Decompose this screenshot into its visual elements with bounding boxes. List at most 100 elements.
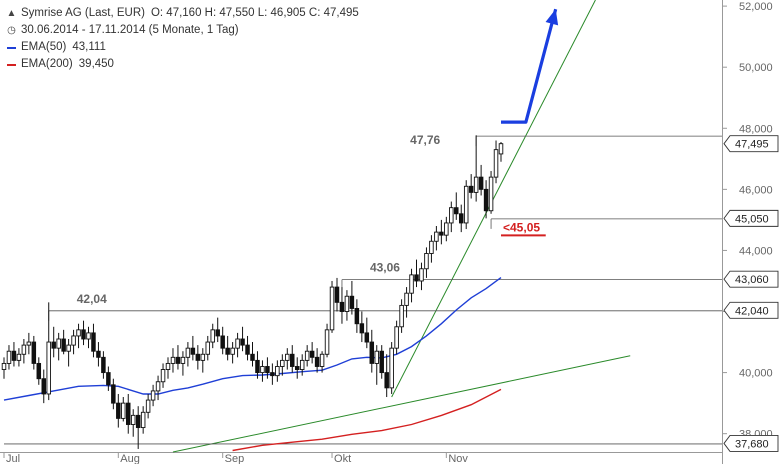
- candle-body-up: [16, 353, 22, 361]
- chart-legend: ▲ Symrise AG (Last, EUR) O: 47,160 H: 47…: [6, 5, 359, 73]
- candle-body-down: [384, 372, 389, 389]
- candle-body-down: [359, 323, 365, 334]
- candle-body-up: [409, 274, 414, 294]
- candle: [135, 406, 141, 449]
- candle-body-down: [478, 176, 484, 190]
- price-badge-label: 43,060: [735, 274, 769, 286]
- candle-body-up: [56, 338, 61, 349]
- legend-ema50-row[interactable]: EMA(50) 43,111: [6, 39, 359, 56]
- candle: [304, 345, 310, 367]
- candle-body-up: [329, 286, 335, 331]
- legend-ema200-row[interactable]: EMA(200) 39,450: [6, 56, 359, 73]
- candle-body-up: [304, 350, 310, 361]
- candle: [220, 326, 225, 355]
- candle-body-up: [205, 341, 211, 355]
- x-tick-label: Aug: [120, 453, 140, 464]
- candle: [210, 323, 215, 349]
- candle-body-down: [354, 308, 360, 325]
- candle: [349, 280, 355, 315]
- y-tick-label: 44,000: [739, 245, 773, 257]
- candle: [444, 216, 449, 242]
- y-tick-label: 40,000: [739, 368, 773, 380]
- level-label: 43,06: [370, 261, 400, 275]
- candle-body-down: [250, 353, 255, 361]
- price-badge: [723, 135, 779, 153]
- candle-body-down: [116, 402, 121, 419]
- candle: [165, 357, 171, 379]
- candle-body-up: [389, 347, 394, 389]
- ema200-line: [232, 388, 502, 452]
- candle-body-down: [111, 384, 116, 404]
- price-badge-label: 45,050: [735, 213, 769, 225]
- candle: [458, 204, 464, 233]
- candle: [66, 339, 71, 367]
- candle-body-down: [36, 362, 42, 380]
- candle-body-up: [419, 268, 424, 282]
- ema200-swatch: [7, 63, 16, 66]
- candle: [195, 345, 201, 370]
- candle-body-down: [61, 338, 66, 352]
- candle-body-up: [473, 176, 479, 193]
- candle-body-up: [71, 335, 76, 346]
- candle: [374, 345, 380, 385]
- candle: [429, 235, 434, 263]
- candle-body-up: [424, 253, 429, 270]
- candle: [270, 363, 275, 385]
- trendline: [391, 0, 596, 398]
- level-label: 42,04: [77, 292, 107, 306]
- clock-icon[interactable]: ◷: [7, 25, 16, 36]
- candle: [1, 357, 7, 379]
- candle-body-down: [369, 341, 375, 364]
- trendline: [172, 355, 631, 453]
- candle: [265, 357, 270, 379]
- candle: [294, 357, 300, 379]
- price-badge-label: 47,495: [735, 139, 769, 151]
- candle-body-up: [26, 341, 32, 346]
- candle-body-down: [483, 188, 489, 212]
- candle: [285, 348, 290, 370]
- candle-body-down: [458, 213, 464, 224]
- candle: [478, 164, 484, 196]
- candle: [56, 332, 61, 361]
- price-badge: [723, 270, 779, 288]
- candle-body-down: [334, 286, 340, 303]
- candle-body-down: [468, 185, 474, 193]
- candle: [185, 342, 191, 367]
- x-tick-label: Nov: [448, 453, 468, 464]
- candle-body-up: [170, 356, 176, 364]
- x-tick-label: Okt: [334, 453, 351, 464]
- candle-body-down: [414, 274, 419, 282]
- level-label: 47,76: [410, 133, 440, 147]
- candle: [16, 348, 22, 367]
- candle: [419, 262, 424, 291]
- candle: [76, 323, 81, 349]
- candle: [46, 302, 51, 401]
- candle: [290, 345, 295, 373]
- candle-body-down: [294, 366, 300, 370]
- price-badge: [723, 209, 779, 227]
- candle-body-down: [240, 338, 245, 346]
- candle: [394, 320, 399, 355]
- candle: [384, 354, 389, 398]
- candle: [130, 409, 136, 437]
- candle: [379, 345, 384, 379]
- legend-range: 30.06.2014 - 17.11.2014 (5 Monate, 1 Tag…: [21, 24, 239, 36]
- candle-body-up: [235, 338, 240, 349]
- candle: [404, 287, 409, 318]
- candle: [36, 357, 42, 385]
- candle-body-up: [444, 222, 449, 236]
- ema50-swatch: [7, 46, 16, 49]
- candle: [488, 171, 494, 214]
- price-badge-label: 42,040: [735, 305, 769, 317]
- support-annotation: <45,05: [503, 220, 540, 234]
- candle: [364, 317, 370, 349]
- candle-body-up: [160, 369, 166, 383]
- candle: [11, 342, 17, 367]
- candle-body-down: [225, 347, 230, 355]
- candle: [175, 345, 181, 370]
- candle: [399, 299, 404, 333]
- chevron-up-icon[interactable]: ▲: [6, 8, 17, 19]
- candle-body-down: [101, 356, 106, 374]
- candle: [31, 335, 37, 370]
